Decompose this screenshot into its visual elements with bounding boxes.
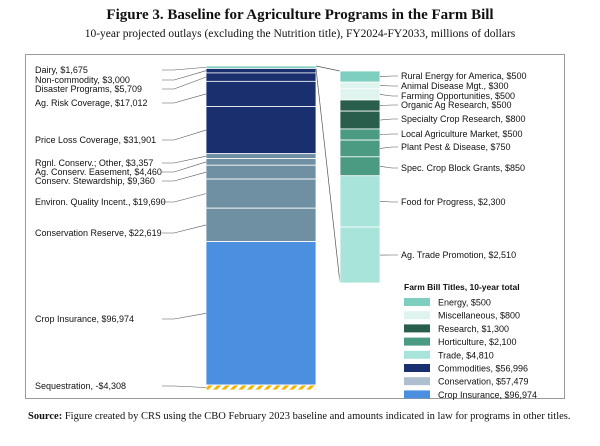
source-text: Figure created by CRS using the CBO Febr… xyxy=(62,411,571,422)
bar-data-label: Sequestration, -$4,308 xyxy=(35,381,126,391)
bar-data-label: Conservation Reserve, $22,619 xyxy=(35,228,162,238)
other-bar-segment xyxy=(339,175,381,228)
bar-data-label: Price Loss Coverage, $31,901 xyxy=(35,135,156,145)
bar-data-label: Environ. Quality Incent., $19,690 xyxy=(35,197,166,207)
bar-data-label: Dairy, $1,675 xyxy=(35,65,88,75)
legend-label: Commodities, $56,996 xyxy=(438,364,528,374)
other-bar-segment xyxy=(339,70,381,83)
bar-data-label: Organic Ag Research, $500 xyxy=(401,100,512,110)
legend-label: Crop Insurance, $96,974 xyxy=(438,390,537,400)
chart-subtitle: 10-year projected outlays (excluding the… xyxy=(84,28,516,40)
main-bar-segment xyxy=(205,68,317,74)
other-bar-segment xyxy=(339,226,381,284)
bar-data-label: Farming Opportunities, $500 xyxy=(401,91,515,101)
bar-data-label: Animal Disease Mgt., $300 xyxy=(401,81,509,91)
leader-line xyxy=(379,104,398,106)
main-bar-segment xyxy=(205,106,317,155)
bar-data-label: Ag. Risk Coverage, $17,012 xyxy=(35,98,148,108)
leader-line xyxy=(379,133,398,135)
leader-line xyxy=(162,129,207,141)
leader-line xyxy=(162,193,207,203)
source-label: Source: xyxy=(28,411,63,422)
leader-line xyxy=(379,75,398,77)
leader-line xyxy=(162,313,207,320)
legend-swatch xyxy=(404,311,430,320)
legend-swatch xyxy=(404,350,430,359)
main-bar-segment xyxy=(205,158,317,166)
bar-data-label: Disaster Programs, $5,709 xyxy=(35,84,142,94)
legend-swatch xyxy=(404,377,430,386)
other-bar-segment xyxy=(339,156,381,177)
leader-line xyxy=(379,201,398,203)
chart-title: Figure 3. Baseline for Agriculture Progr… xyxy=(106,7,494,23)
leader-line xyxy=(162,161,207,173)
leader-line xyxy=(162,76,207,90)
legend-label: Trade, $4,810 xyxy=(438,350,494,360)
leader-line xyxy=(162,171,207,182)
source-note: Source: Figure created by CRS using the … xyxy=(28,410,588,423)
main-bar-segment xyxy=(205,80,317,107)
leader-line xyxy=(162,155,207,164)
bar-data-label: Crop Insurance, $96,974 xyxy=(35,314,134,324)
bar-data-label: Conserv. Stewardship, $9,360 xyxy=(35,176,155,186)
leader-line xyxy=(379,118,398,121)
bar-data-label: Food for Progress, $2,300 xyxy=(401,197,506,207)
chart-frame xyxy=(25,54,565,399)
main-bar-segment xyxy=(205,72,317,82)
leader-line xyxy=(162,385,207,388)
legend-swatch xyxy=(404,337,430,346)
other-bar-segment xyxy=(339,99,381,112)
bar-data-label: Plant Pest & Disease, $750 xyxy=(401,142,511,152)
bar-data-label: Specialty Crop Research, $800 xyxy=(401,114,526,124)
legend-label: Horticulture, $2,100 xyxy=(438,337,517,347)
leader-line xyxy=(162,93,207,104)
leader-line xyxy=(162,70,207,81)
main-bar-segment xyxy=(205,164,317,180)
legend-label: Miscellaneous, $800 xyxy=(438,311,520,321)
leader-line xyxy=(379,85,398,87)
bar-data-label: Rgnl. Conserv.; Other, $3,357 xyxy=(35,158,153,168)
main-bar-segment xyxy=(205,384,317,391)
main-bar-segment xyxy=(205,241,317,386)
leader-line xyxy=(379,94,398,97)
bar-data-label: Local Agriculture Market, $500 xyxy=(401,129,523,139)
main-bar-segment xyxy=(205,153,317,160)
legend-label: Conservation, $57,479 xyxy=(438,377,529,387)
other-bar-segment xyxy=(339,139,381,158)
leader-line xyxy=(379,146,398,149)
main-bar-segment xyxy=(205,178,317,209)
bar-data-label: Non-commodity, $3,000 xyxy=(35,75,130,85)
main-bar-segment xyxy=(205,207,317,243)
bar-data-label: Rural Energy for America, $500 xyxy=(401,71,527,81)
leader-line xyxy=(162,224,207,234)
legend-title: Farm Bill Titles, 10-year total xyxy=(404,282,520,292)
bar-data-label: Ag. Trade Promotion, $2,510 xyxy=(401,250,516,260)
other-bar-segment xyxy=(339,110,381,130)
legend-swatch xyxy=(404,364,430,372)
legend-swatch xyxy=(404,324,430,333)
legend-swatch xyxy=(404,298,430,306)
legend-label: Energy, $500 xyxy=(438,298,491,308)
other-bar-segment xyxy=(339,88,381,101)
bracket-line-top xyxy=(315,65,341,72)
bar-data-label: Ag. Conserv. Easement, $4,460 xyxy=(35,167,162,177)
bracket-line-bottom xyxy=(315,68,341,284)
leader-line xyxy=(162,66,207,71)
other-bar-segment xyxy=(339,128,381,141)
legend-swatch xyxy=(404,390,430,399)
bar-data-label: Spec. Crop Block Grants, $850 xyxy=(401,163,525,173)
leader-line xyxy=(379,166,398,169)
legend-label: Research, $1,300 xyxy=(438,324,509,334)
other-bar-segment xyxy=(339,81,381,90)
